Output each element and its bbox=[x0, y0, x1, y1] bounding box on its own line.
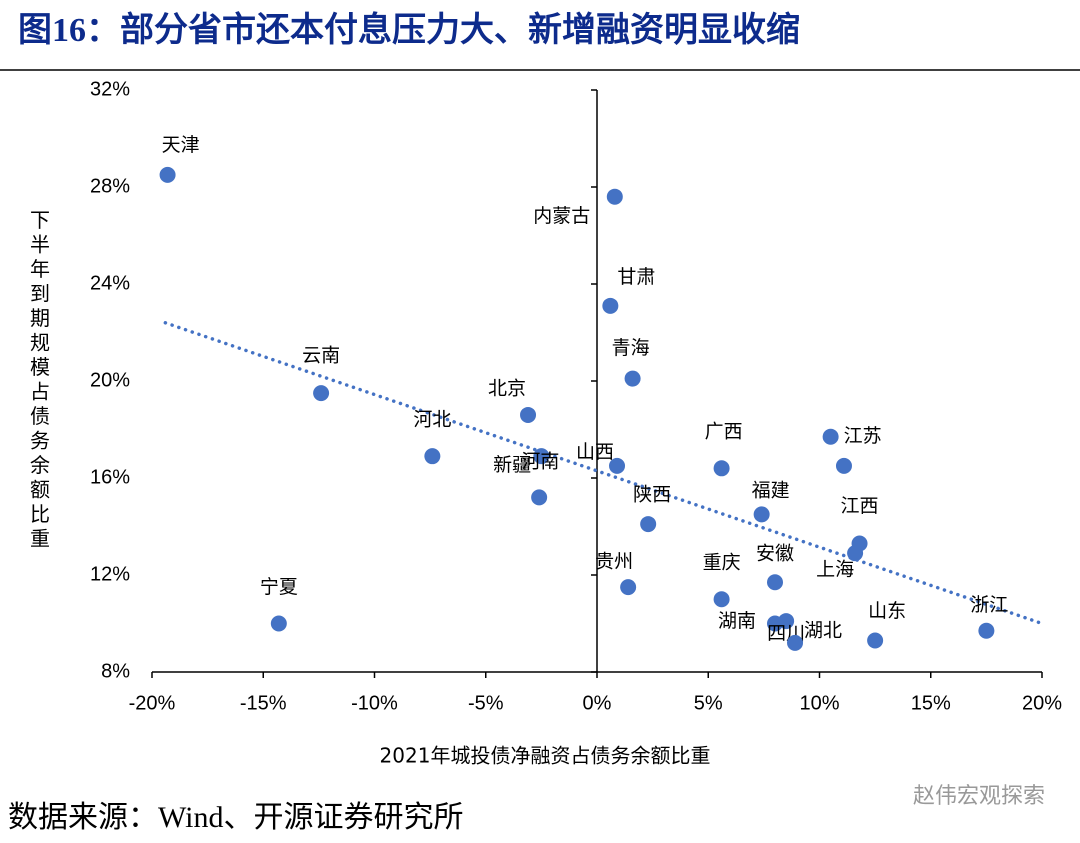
point bbox=[822, 428, 839, 445]
point bbox=[713, 591, 730, 608]
point-label: 山西 bbox=[576, 441, 614, 463]
point bbox=[313, 385, 330, 402]
point-label: 福建 bbox=[752, 480, 790, 502]
point-label: 云南 bbox=[302, 344, 340, 366]
y-tick-label: 32% bbox=[90, 78, 130, 100]
x-axis-label: 2021年城投债净融资占债务余额比重 bbox=[380, 744, 711, 768]
point bbox=[620, 579, 637, 596]
point bbox=[847, 545, 864, 562]
point-label: 河南 bbox=[521, 451, 559, 473]
point bbox=[624, 370, 641, 387]
y-axis-label-text: 下半年到期规模占债务余额比重 bbox=[30, 210, 50, 551]
point-label: 重庆 bbox=[703, 552, 741, 574]
x-tick-label: 5% bbox=[694, 692, 723, 714]
x-tick-label: 15% bbox=[911, 692, 951, 714]
y-tick-label: 12% bbox=[90, 563, 130, 585]
point bbox=[835, 457, 852, 474]
y-tick-label: 8% bbox=[101, 660, 130, 682]
x-tick-label: -15% bbox=[240, 692, 287, 714]
point bbox=[159, 166, 176, 183]
point-label: 山东 bbox=[868, 600, 906, 622]
point bbox=[424, 448, 441, 465]
point-label: 广西 bbox=[705, 421, 743, 443]
point bbox=[787, 634, 804, 651]
y-axis-label: 下半年到期规模占债务余额比重 bbox=[30, 210, 50, 551]
point bbox=[602, 297, 619, 314]
point bbox=[640, 516, 657, 533]
point-label: 天津 bbox=[162, 134, 200, 156]
point-label: 湖北 bbox=[804, 619, 842, 641]
point-label: 北京 bbox=[488, 377, 526, 399]
x-tick-label: 10% bbox=[799, 692, 839, 714]
point-label: 湖南 bbox=[718, 610, 756, 632]
x-tick-label: -10% bbox=[351, 692, 398, 714]
point-label: 江西 bbox=[841, 495, 879, 517]
y-tick-label: 28% bbox=[90, 175, 130, 197]
point-label: 内蒙古 bbox=[533, 205, 590, 227]
y-tick-label: 16% bbox=[90, 466, 130, 488]
y-tick-label: 24% bbox=[90, 272, 130, 294]
point bbox=[520, 406, 537, 423]
point-label: 甘肃 bbox=[617, 266, 655, 288]
point-label: 上海 bbox=[816, 559, 854, 581]
point-label: 江苏 bbox=[844, 425, 882, 447]
point bbox=[753, 506, 770, 523]
y-tick-label: 20% bbox=[90, 369, 130, 391]
point bbox=[713, 460, 730, 477]
point bbox=[270, 615, 287, 632]
point-label: 青海 bbox=[612, 337, 650, 359]
point-label: 浙江 bbox=[970, 594, 1008, 616]
point bbox=[767, 574, 783, 591]
point-label: 贵州 bbox=[595, 550, 633, 572]
point bbox=[606, 188, 623, 205]
point bbox=[533, 448, 550, 465]
x-tick-label: 20% bbox=[1022, 692, 1062, 714]
point bbox=[609, 457, 626, 474]
point-label: 宁夏 bbox=[260, 576, 298, 598]
point-label: 河北 bbox=[413, 409, 451, 431]
watermark: 赵伟宏观探索 bbox=[913, 784, 1045, 809]
source: 数据来源：Wind、开源证券研究所 bbox=[8, 801, 463, 834]
point-label: 安徽 bbox=[756, 543, 794, 565]
point-label: 新疆 bbox=[493, 454, 531, 476]
point-label: 陕西 bbox=[633, 483, 671, 505]
trend-line bbox=[163, 321, 1044, 626]
chart-title: 图16：部分省市还本付息压力大、新增融资明显收缩 bbox=[18, 10, 800, 49]
point bbox=[978, 622, 995, 639]
point bbox=[867, 632, 884, 649]
point bbox=[531, 489, 548, 506]
x-tick-label: -5% bbox=[468, 692, 504, 714]
x-tick-label: -20% bbox=[129, 692, 176, 714]
x-tick-label: 0% bbox=[583, 692, 612, 714]
point bbox=[778, 613, 795, 630]
